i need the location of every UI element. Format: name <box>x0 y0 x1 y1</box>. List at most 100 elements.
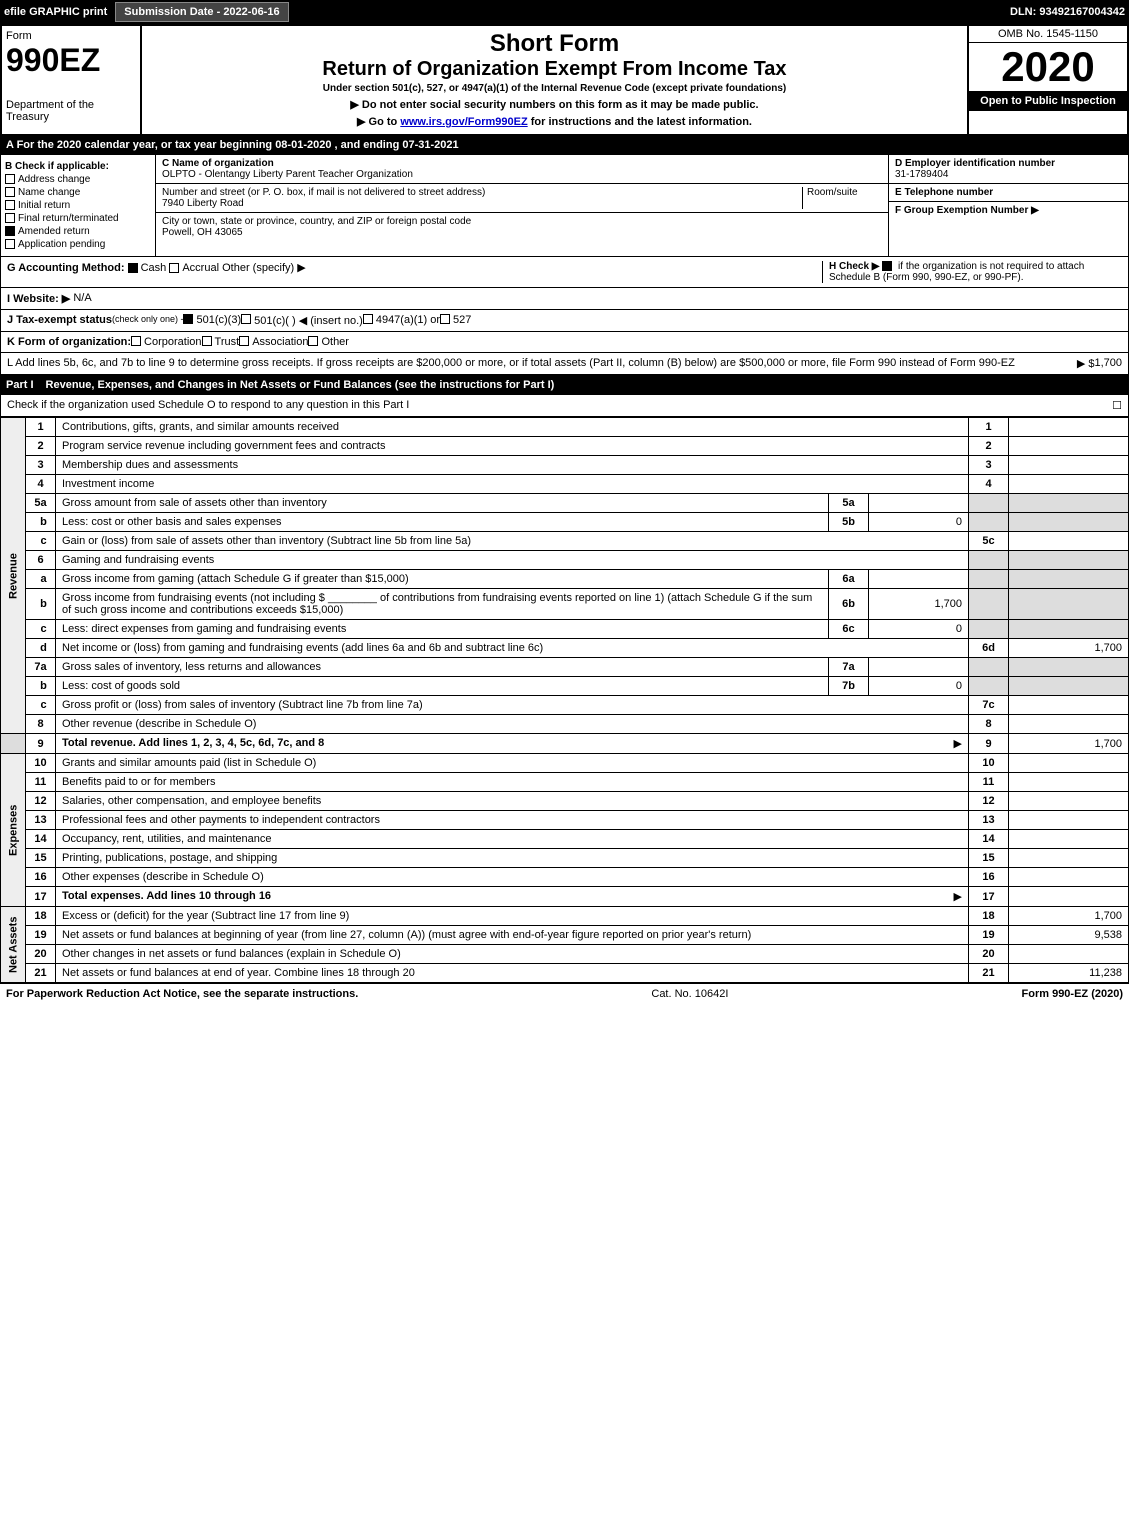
cb-amended-return[interactable]: Amended return <box>5 226 151 237</box>
h-label: H Check ▶ <box>829 261 879 272</box>
i-label: I Website: ▶ <box>7 292 70 305</box>
website-value: N/A <box>73 292 91 305</box>
expenses-vlabel: Expenses <box>1 754 26 907</box>
part-1-label: Part I <box>6 379 34 391</box>
main-title: Return of Organization Exempt From Incom… <box>146 58 963 81</box>
cb-527[interactable] <box>440 314 450 324</box>
id-column: D Employer identification number 31-1789… <box>888 155 1128 256</box>
irs-link[interactable]: www.irs.gov/Form990EZ <box>400 116 527 128</box>
section-c-org-info: C Name of organization OLPTO - Olentangy… <box>156 155 888 256</box>
c-street-label: Number and street (or P. O. box, if mail… <box>162 187 485 198</box>
row-11: 11Benefits paid to or for members11 <box>1 773 1129 792</box>
row-4: 4Investment income4 <box>1 475 1129 494</box>
ein-value: 31-1789404 <box>895 169 1122 180</box>
org-name: OLPTO - Olentangy Liberty Parent Teacher… <box>162 169 882 180</box>
part-1-check-text: Check if the organization used Schedule … <box>7 399 409 412</box>
row-16: 16Other expenses (describe in Schedule O… <box>1 868 1129 887</box>
row-19: 19Net assets or fund balances at beginni… <box>1 926 1129 945</box>
cb-501c3[interactable] <box>183 314 193 324</box>
omb-number: OMB No. 1545-1150 <box>969 26 1127 43</box>
info-section: B Check if applicable: Address change Na… <box>0 154 1129 257</box>
e-phone-label: E Telephone number <box>895 187 1122 198</box>
row-l: L Add lines 5b, 6c, and 7b to line 9 to … <box>0 353 1129 375</box>
row-21: 21Net assets or fund balances at end of … <box>1 964 1129 983</box>
room-suite-label: Room/suite <box>802 187 882 209</box>
part-1-check-row: Check if the organization used Schedule … <box>0 395 1129 417</box>
row-5c: cGain or (loss) from sale of assets othe… <box>1 532 1129 551</box>
cb-initial-return[interactable]: Initial return <box>5 200 151 211</box>
instruction-2: ▶ Go to www.irs.gov/Form990EZ for instru… <box>146 113 963 130</box>
row-14: 14Occupancy, rent, utilities, and mainte… <box>1 830 1129 849</box>
part-1-title: Revenue, Expenses, and Changes in Net As… <box>46 379 555 391</box>
cb-final-return[interactable]: Final return/terminated <box>5 213 151 224</box>
footer-center: Cat. No. 10642I <box>651 988 728 1000</box>
row-6: 6Gaming and fundraising events <box>1 551 1129 570</box>
row-6c: cLess: direct expenses from gaming and f… <box>1 620 1129 639</box>
org-street: 7940 Liberty Road <box>162 198 244 209</box>
cb-corp[interactable] <box>131 336 141 346</box>
cb-accrual[interactable] <box>169 263 179 273</box>
row-3: 3Membership dues and assessments3 <box>1 456 1129 475</box>
row-17: 17Total expenses. Add lines 10 through 1… <box>1 887 1129 907</box>
k-label: K Form of organization: <box>7 336 131 348</box>
cb-4947[interactable] <box>363 314 373 324</box>
row-j: J Tax-exempt status (check only one) - 5… <box>0 310 1129 332</box>
row-10: Expenses 10Grants and similar amounts pa… <box>1 754 1129 773</box>
cb-schedule-b[interactable] <box>882 261 892 271</box>
cb-cash[interactable] <box>128 263 138 273</box>
instruction-1: ▶ Do not enter social security numbers o… <box>146 96 963 113</box>
short-form-title: Short Form <box>146 30 963 58</box>
c-name-label: C Name of organization <box>162 158 882 169</box>
cb-assoc[interactable] <box>239 336 249 346</box>
d-ein-label: D Employer identification number <box>895 158 1122 169</box>
submission-date: Submission Date - 2022-06-16 <box>115 2 288 22</box>
revenue-vlabel: Revenue <box>1 418 26 734</box>
row-9: 9Total revenue. Add lines 1, 2, 3, 4, 5c… <box>1 734 1129 754</box>
instr2-post: for instructions and the latest informat… <box>528 116 752 128</box>
row-5a: 5aGross amount from sale of assets other… <box>1 494 1129 513</box>
subtitle: Under section 501(c), 527, or 4947(a)(1)… <box>146 81 963 96</box>
row-15: 15Printing, publications, postage, and s… <box>1 849 1129 868</box>
cb-trust[interactable] <box>202 336 212 346</box>
l-text: L Add lines 5b, 6c, and 7b to line 9 to … <box>7 357 1015 370</box>
dln: DLN: 93492167004342 <box>1010 6 1125 18</box>
row-6b: bGross income from fundraising events (n… <box>1 589 1129 620</box>
row-20: 20Other changes in net assets or fund ba… <box>1 945 1129 964</box>
row-2: 2Program service revenue including gover… <box>1 437 1129 456</box>
tax-year-range: A For the 2020 calendar year, or tax yea… <box>0 136 1129 154</box>
form-number: 990EZ <box>6 42 136 79</box>
cb-other[interactable] <box>308 336 318 346</box>
dept-treasury: Department of the Treasury <box>6 99 136 123</box>
row-g-h: G Accounting Method: Cash Accrual Other … <box>0 257 1129 288</box>
top-bar: efile GRAPHIC print Submission Date - 20… <box>0 0 1129 24</box>
row-k: K Form of organization: Corporation Trus… <box>0 332 1129 353</box>
row-12: 12Salaries, other compensation, and empl… <box>1 792 1129 811</box>
f-group-label: F Group Exemption Number ▶ <box>895 205 1039 216</box>
section-b-checkboxes: B Check if applicable: Address change Na… <box>1 155 156 256</box>
j-label: J Tax-exempt status <box>7 314 112 327</box>
lines-table: Revenue 1 Contributions, gifts, grants, … <box>0 417 1129 983</box>
row-5b: bLess: cost or other basis and sales exp… <box>1 513 1129 532</box>
form-word: Form <box>6 30 136 42</box>
cb-application-pending[interactable]: Application pending <box>5 239 151 250</box>
row-7a: 7aGross sales of inventory, less returns… <box>1 658 1129 677</box>
cb-address-change[interactable]: Address change <box>5 174 151 185</box>
row-18: Net Assets 18Excess or (deficit) for the… <box>1 907 1129 926</box>
netassets-vlabel: Net Assets <box>1 907 26 983</box>
part-1-checkbox[interactable]: ☐ <box>1112 399 1122 412</box>
footer-right: Form 990-EZ (2020) <box>1022 988 1123 1000</box>
row-6d: dNet income or (loss) from gaming and fu… <box>1 639 1129 658</box>
org-city: Powell, OH 43065 <box>162 227 882 238</box>
efile-label: efile GRAPHIC print <box>4 6 107 18</box>
open-public: Open to Public Inspection <box>969 91 1127 111</box>
row-6a: aGross income from gaming (attach Schedu… <box>1 570 1129 589</box>
l-value: 1,700 <box>1094 357 1122 370</box>
row-i: I Website: ▶ N/A <box>0 288 1129 310</box>
cb-501c[interactable] <box>241 314 251 324</box>
tax-year: 2020 <box>969 43 1127 91</box>
c-city-label: City or town, state or province, country… <box>162 216 882 227</box>
footer: For Paperwork Reduction Act Notice, see … <box>0 983 1129 1004</box>
row-8: 8Other revenue (describe in Schedule O)8 <box>1 715 1129 734</box>
l-arrow: ▶ $ <box>1077 357 1095 370</box>
cb-name-change[interactable]: Name change <box>5 187 151 198</box>
